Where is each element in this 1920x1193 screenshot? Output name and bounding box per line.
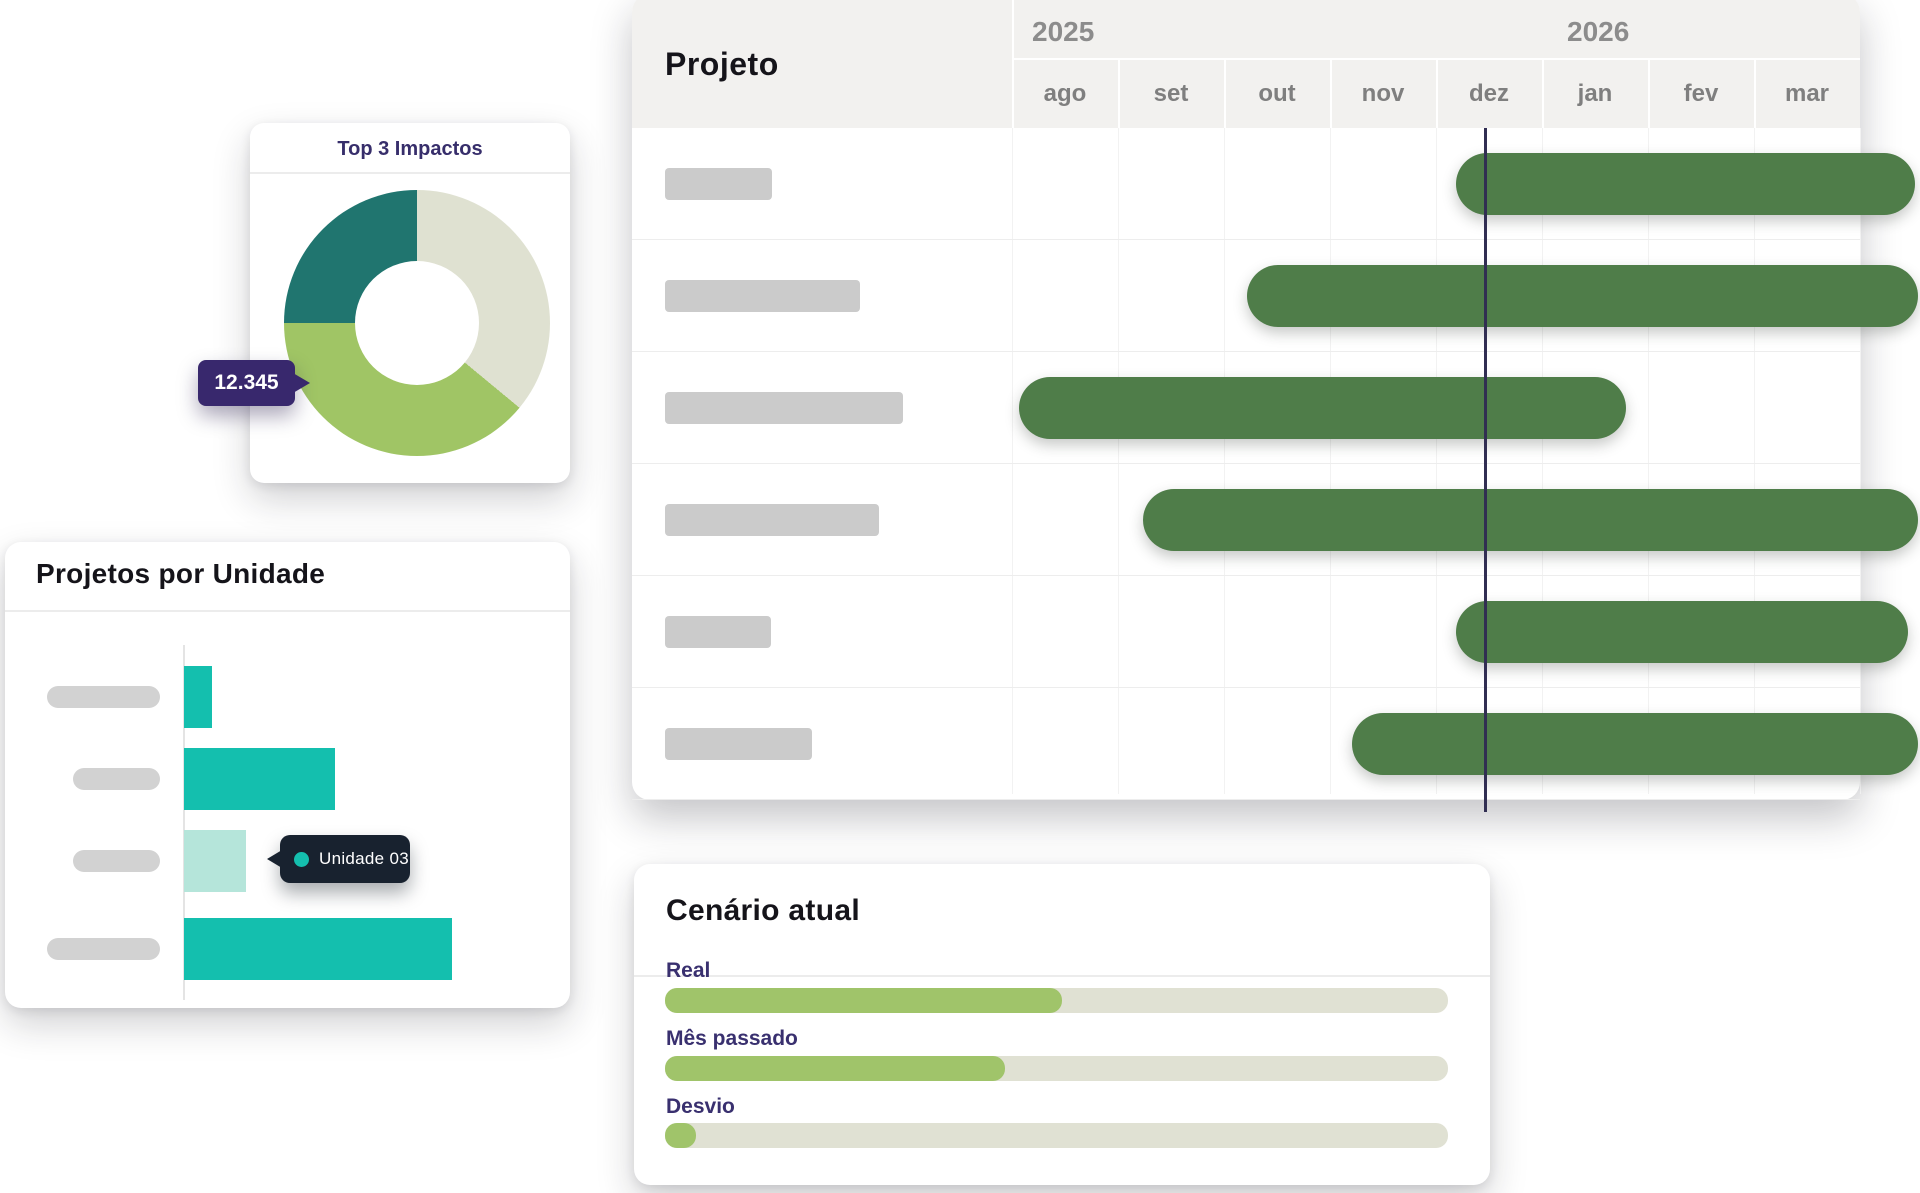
card-divider bbox=[5, 610, 570, 612]
scenario-progress-track bbox=[665, 1123, 1448, 1148]
unit-bar[interactable] bbox=[184, 830, 246, 892]
scenario-progress-track bbox=[665, 1056, 1448, 1081]
header-separator-line bbox=[1542, 60, 1544, 128]
gantt-grid-line bbox=[1648, 128, 1649, 794]
gantt-task-bar[interactable] bbox=[1019, 377, 1626, 439]
header-separator-line bbox=[1012, 0, 1014, 128]
gantt-grid-line bbox=[1542, 128, 1543, 794]
header-separator-line bbox=[1436, 60, 1438, 128]
gantt-month-label: mar bbox=[1784, 80, 1830, 107]
gantt-task-label-placeholder bbox=[665, 616, 771, 648]
projects-by-unit-card: Projetos por Unidade Unidade 03 bbox=[5, 542, 570, 1008]
gantt-year-label: 2025 bbox=[1032, 16, 1095, 47]
gantt-row bbox=[632, 576, 1860, 688]
header-separator-line bbox=[1224, 60, 1226, 128]
unit-category-label-placeholder bbox=[47, 686, 160, 708]
header-separator-line bbox=[1330, 60, 1332, 128]
card-divider bbox=[250, 172, 570, 174]
current-scenario-card: Cenário atual Real Mês passado Desvio bbox=[634, 864, 1490, 1185]
gantt-month-label: jan bbox=[1577, 80, 1613, 107]
gantt-task-label-placeholder bbox=[665, 728, 812, 760]
unit-tooltip-dot-icon bbox=[294, 851, 309, 867]
gantt-title: Projeto bbox=[665, 46, 779, 82]
bar-chart-axis bbox=[183, 645, 185, 1000]
gantt-grid-line bbox=[1754, 128, 1755, 794]
scenario-row-label: Mês passado bbox=[666, 1027, 798, 1050]
top-impacts-title: Top 3 Impactos bbox=[337, 138, 483, 160]
gantt-task-label-placeholder bbox=[665, 392, 903, 424]
gantt-task-bar[interactable] bbox=[1352, 713, 1918, 775]
gantt-year-label: 2026 bbox=[1567, 16, 1630, 47]
unit-tooltip: Unidade 03 bbox=[267, 835, 410, 883]
gantt-header bbox=[632, 0, 1860, 128]
unit-bar[interactable] bbox=[184, 666, 212, 728]
gantt-month-label: dez bbox=[1468, 80, 1509, 107]
current-scenario-title: Cenário atual bbox=[666, 894, 860, 927]
unit-bar[interactable] bbox=[184, 748, 335, 810]
header-separator-line bbox=[1754, 60, 1756, 128]
gantt-grid-line bbox=[1330, 128, 1331, 794]
gantt-task-label-placeholder bbox=[665, 504, 879, 536]
gantt-task-bar[interactable] bbox=[1456, 153, 1915, 215]
gantt-task-bar[interactable] bbox=[1247, 265, 1918, 327]
scenario-progress-fill bbox=[665, 988, 1062, 1013]
unit-category-label-placeholder bbox=[73, 850, 160, 872]
gantt-row bbox=[632, 688, 1860, 800]
unit-bar[interactable] bbox=[184, 918, 452, 980]
scenario-progress-fill bbox=[665, 1056, 1005, 1081]
gantt-row bbox=[632, 464, 1860, 576]
header-separator-line bbox=[1012, 58, 1860, 60]
gantt-task-label-placeholder bbox=[665, 168, 772, 200]
donut-tooltip-value: 12.345 bbox=[214, 371, 279, 394]
gantt-task-bar[interactable] bbox=[1456, 601, 1908, 663]
header-separator-line bbox=[1648, 60, 1650, 128]
gantt-month-label: ago bbox=[1043, 80, 1087, 107]
scenario-progress-fill bbox=[665, 1123, 696, 1148]
gantt-row bbox=[632, 352, 1860, 464]
donut-value-tooltip: 12.345 bbox=[198, 360, 310, 406]
gantt-row bbox=[632, 128, 1860, 240]
gantt-task-label-placeholder bbox=[665, 280, 860, 312]
gantt-grid-line bbox=[1436, 128, 1437, 794]
unit-category-label-placeholder bbox=[73, 768, 160, 790]
donut-chart[interactable] bbox=[284, 190, 550, 456]
card-divider bbox=[634, 975, 1490, 977]
gantt-grid-line bbox=[1118, 128, 1119, 794]
scenario-progress-track bbox=[665, 988, 1448, 1013]
scenario-row-label: Real bbox=[666, 959, 711, 982]
unit-tooltip-label: Unidade 03 bbox=[319, 849, 409, 868]
gantt-row bbox=[632, 240, 1860, 352]
gantt-grid-line bbox=[1860, 128, 1861, 794]
gantt-month-label: set bbox=[1153, 80, 1189, 107]
scenario-row-label: Desvio bbox=[666, 1095, 735, 1118]
gantt-grid-line bbox=[1012, 128, 1013, 794]
unit-category-label-placeholder bbox=[47, 938, 160, 960]
gantt-month-label: fev bbox=[1683, 80, 1719, 107]
today-marker-line[interactable] bbox=[1484, 128, 1487, 812]
gantt-panel: Projeto 2025 2026 ago set out nov dez jan fev ma… bbox=[632, 0, 1918, 812]
gantt-grid-line bbox=[1224, 128, 1225, 794]
gantt-month-label: out bbox=[1258, 80, 1296, 107]
top-impacts-card: Top 3 Impactos 12.345 bbox=[198, 123, 570, 483]
gantt-task-bar[interactable] bbox=[1143, 489, 1918, 551]
header-separator-line bbox=[1118, 60, 1120, 128]
projects-by-unit-title: Projetos por Unidade bbox=[36, 558, 326, 589]
gantt-month-label: nov bbox=[1361, 80, 1405, 107]
